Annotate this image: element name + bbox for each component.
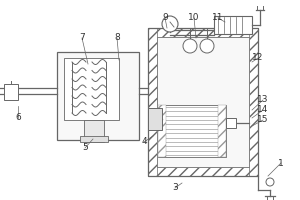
Bar <box>249 28 258 176</box>
Text: 7: 7 <box>79 33 85 43</box>
Text: 15: 15 <box>257 116 269 124</box>
Bar <box>158 105 226 157</box>
Bar <box>148 167 258 176</box>
Bar <box>84 120 104 142</box>
Circle shape <box>162 16 178 32</box>
Text: 9: 9 <box>162 14 168 22</box>
Bar <box>148 28 258 37</box>
Bar <box>4 84 18 100</box>
Text: 13: 13 <box>257 96 269 104</box>
Circle shape <box>266 178 274 186</box>
Bar <box>157 37 249 167</box>
Bar <box>158 105 166 157</box>
Bar <box>226 118 236 128</box>
Text: 12: 12 <box>252 53 264 62</box>
Text: 4: 4 <box>141 138 147 146</box>
Text: 1: 1 <box>278 158 284 168</box>
Text: 3: 3 <box>172 184 178 192</box>
Bar <box>148 108 162 130</box>
Circle shape <box>200 39 214 53</box>
Text: 5: 5 <box>82 144 88 152</box>
Bar <box>148 28 258 176</box>
Text: 11: 11 <box>212 14 224 22</box>
Bar <box>218 105 226 157</box>
Circle shape <box>183 39 197 53</box>
Text: 14: 14 <box>257 106 269 114</box>
Text: 6: 6 <box>15 114 21 122</box>
Bar <box>148 28 157 176</box>
Text: 10: 10 <box>188 14 200 22</box>
Bar <box>214 16 252 34</box>
Bar <box>64 58 119 120</box>
Bar <box>57 52 139 140</box>
Text: 8: 8 <box>114 33 120 43</box>
Bar <box>80 136 108 142</box>
